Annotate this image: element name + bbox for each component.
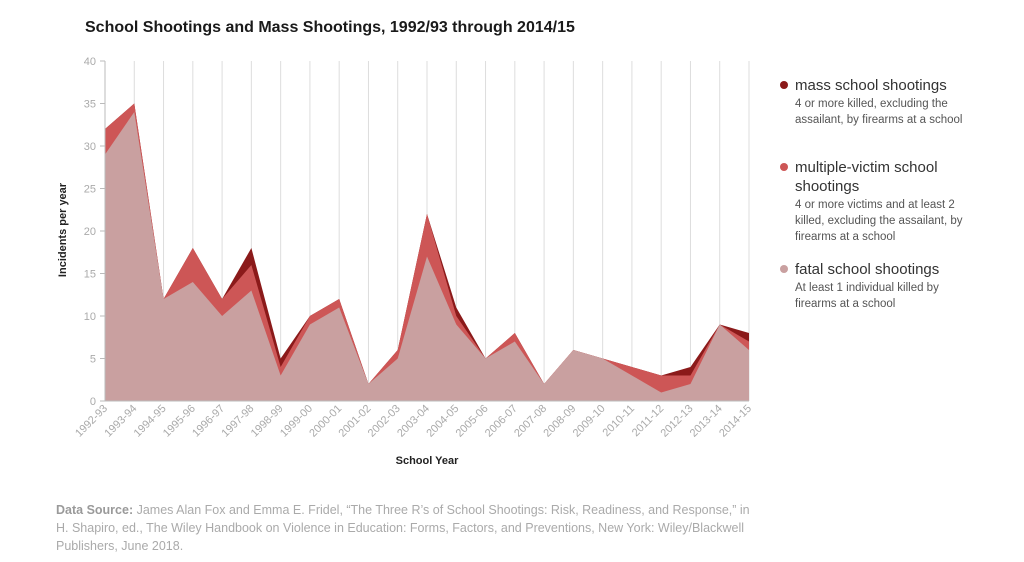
y-tick-label: 30: [84, 141, 96, 153]
x-tick-label: 2009-10: [571, 403, 608, 440]
area-fatal-school-shootings: [105, 112, 749, 401]
legend-swatch: [780, 81, 788, 89]
legend-item-multiple-victim: multiple-victim school shootings 4 or mo…: [780, 158, 975, 245]
chart-title: School Shootings and Mass Shootings, 199…: [85, 19, 575, 36]
x-tick-label: 2014-15: [717, 403, 754, 440]
y-tick-label: 0: [90, 396, 96, 408]
legend-description: 4 or more killed, excluding the assailan…: [795, 98, 963, 126]
legend-swatch: [780, 265, 788, 273]
y-tick-label: 5: [90, 354, 96, 366]
legend-label: fatal school shootings: [795, 261, 940, 278]
data-source-label: Data Source:: [56, 503, 134, 517]
legend-description: 4 or more victims and at least 2 killed,…: [795, 199, 963, 243]
data-source-text: James Alan Fox and Emma E. Fridel, “The …: [56, 503, 750, 553]
x-axis-label: School Year: [396, 455, 459, 467]
y-tick-label: 25: [84, 184, 96, 196]
legend-label: multiple-victim school shootings: [795, 159, 938, 195]
chart-areas: [105, 103, 749, 401]
y-tick-label: 10: [84, 311, 96, 323]
y-tick-label: 15: [84, 269, 96, 281]
y-tick-label: 40: [84, 56, 96, 68]
legend-item-mass: mass school shootings 4 or more killed, …: [780, 76, 970, 128]
legend-item-fatal: fatal school shootings At least 1 indivi…: [780, 260, 970, 312]
area-multiple-victim-school-shootings: [105, 103, 749, 401]
data-source-note: Data Source: James Alan Fox and Emma E. …: [56, 501, 756, 555]
legend-label: mass school shootings: [795, 77, 947, 94]
y-axis-label: Incidents per year: [57, 182, 69, 277]
area-chart: 05101520253035401992-931993-941994-95199…: [57, 56, 754, 467]
legend-description: At least 1 individual killed by firearms…: [795, 282, 939, 310]
y-tick-label: 20: [84, 226, 96, 238]
legend-swatch: [780, 163, 788, 171]
y-tick-label: 35: [84, 99, 96, 111]
